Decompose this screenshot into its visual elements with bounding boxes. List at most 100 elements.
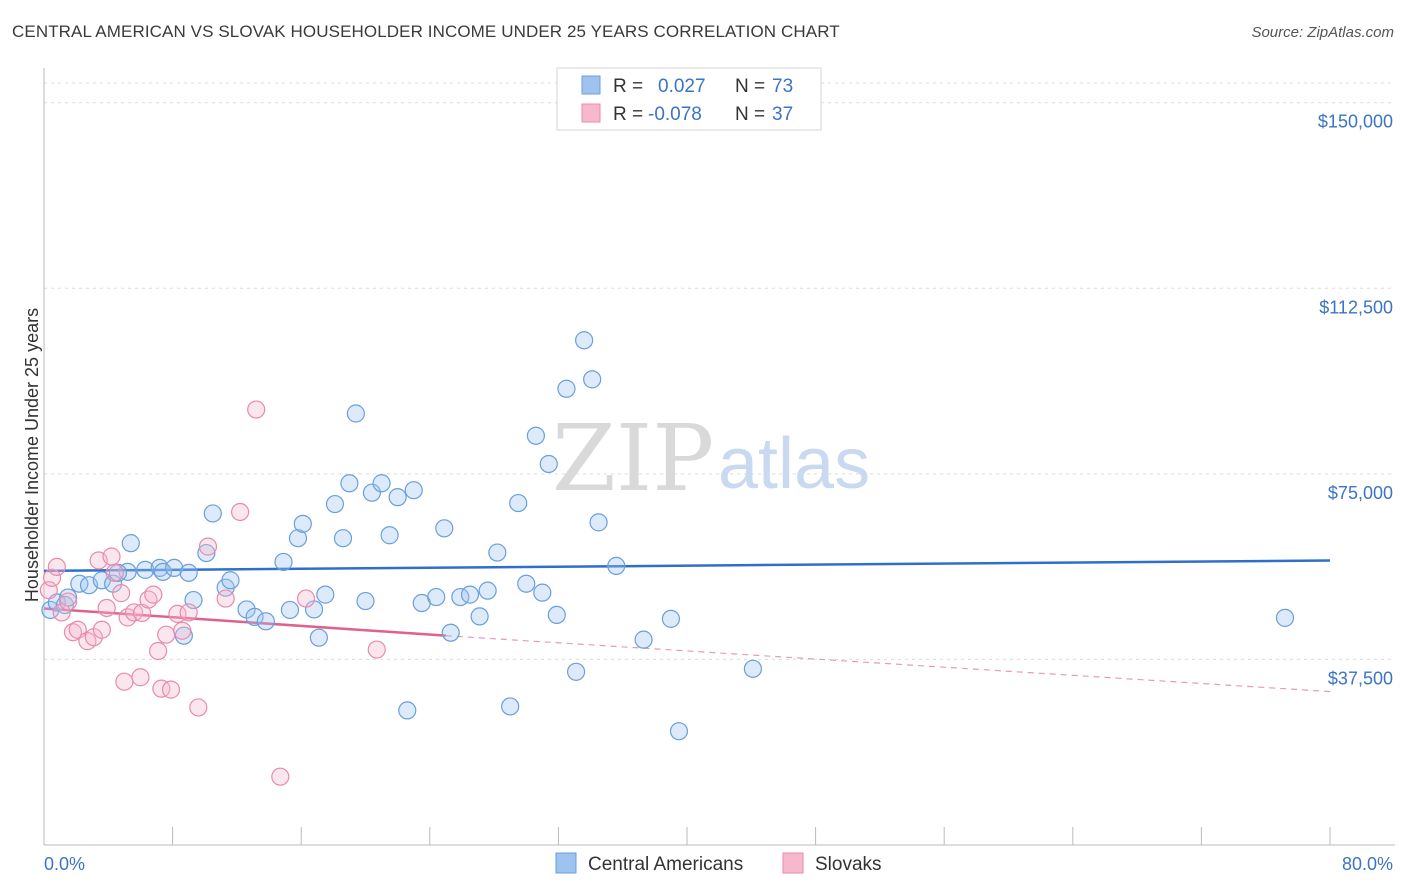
point-central-americans-66 (661, 609, 681, 628)
bottom-legend-swatch-slovaks (782, 852, 804, 874)
point-central-americans-58 (547, 605, 566, 625)
point-slovaks-10 (92, 620, 111, 639)
point-central-americans-65 (634, 630, 653, 649)
point-central-americans-18 (197, 543, 216, 563)
trend-line-slovaks-extension (445, 635, 1331, 693)
point-central-americans-32 (325, 494, 345, 514)
point-central-americans-41 (398, 701, 417, 720)
trend-line-slovaks (43, 607, 446, 637)
x-tick-label-end: 80.0% (1342, 854, 1393, 874)
point-central-americans-62 (583, 370, 602, 389)
trend-line-central-americans (43, 559, 1331, 573)
legend-swatch-central-americans (581, 75, 601, 95)
point-slovaks-13 (105, 563, 124, 582)
point-central-americans-0 (41, 600, 60, 620)
point-central-americans-68 (743, 659, 763, 678)
legend-swatch-slovaks (581, 103, 601, 123)
data-points (39, 331, 1295, 786)
point-central-americans-69 (1275, 608, 1295, 627)
point-central-americans-55 (526, 426, 545, 445)
point-central-americans-48 (460, 585, 480, 604)
watermark-atlas: atlas (718, 424, 870, 504)
x-tick-label-start: 0.0% (44, 854, 85, 874)
point-slovaks-15 (115, 672, 134, 691)
point-central-americans-23 (245, 607, 264, 626)
point-central-americans-52 (501, 697, 520, 716)
point-central-americans-59 (557, 379, 576, 398)
point-slovaks-25 (161, 680, 181, 699)
series-legend: Central Americans Slovaks (555, 852, 882, 875)
point-central-americans-49 (470, 607, 489, 626)
point-central-americans-21 (221, 571, 240, 590)
point-central-americans-46 (441, 623, 460, 642)
point-central-americans-45 (435, 519, 454, 538)
y-tick-label-2: $112,500 (1319, 297, 1393, 317)
point-slovaks-34 (271, 767, 290, 786)
point-central-americans-38 (372, 474, 391, 493)
point-slovaks-21 (144, 585, 163, 604)
legend-n-label: N = (735, 104, 765, 125)
point-slovaks-31 (216, 589, 235, 608)
point-central-americans-53 (509, 493, 528, 513)
point-central-americans-42 (404, 481, 423, 500)
y-tick-label-0: $37,500 (1328, 668, 1393, 688)
watermark: ZIP atlas (552, 405, 870, 512)
legend-r-label: R = (613, 104, 643, 125)
point-slovaks-33 (247, 400, 266, 419)
point-slovaks-30 (198, 537, 218, 556)
point-central-americans-28 (293, 514, 312, 533)
point-slovaks-22 (149, 641, 168, 661)
point-slovaks-27 (173, 621, 192, 640)
point-central-americans-67 (669, 722, 689, 741)
legend-n-value-central-americans: 73 (772, 76, 793, 97)
chart-source: Source: ZipAtlas.com (1251, 24, 1394, 41)
point-central-americans-54 (517, 574, 536, 593)
point-central-americans-37 (362, 483, 382, 502)
point-slovaks-12 (102, 547, 121, 566)
bottom-legend-swatch-central-americans (555, 852, 577, 874)
point-central-americans-15 (179, 563, 198, 582)
point-central-americans-61 (575, 331, 594, 350)
point-central-americans-8 (118, 562, 137, 581)
legend-n-label: N = (735, 76, 765, 97)
bottom-legend-slovaks: Slovaks (815, 854, 882, 875)
x-tick-labels: 0.0% 80.0% (44, 854, 1393, 874)
point-slovaks-24 (157, 625, 176, 644)
point-central-americans-30 (309, 628, 328, 647)
point-central-americans-33 (333, 529, 353, 548)
point-central-americans-34 (340, 474, 359, 493)
legend-r-value-central-americans: 0.027 (658, 76, 706, 97)
point-central-americans-25 (274, 552, 293, 572)
legend-box (556, 67, 822, 131)
correlation-legend: R = 0.027 N = 73 R = -0.078 N = 37 (556, 67, 822, 131)
trend-lines (43, 559, 1331, 693)
point-central-americans-19 (203, 504, 222, 523)
point-slovaks-5 (63, 623, 83, 642)
bottom-legend-central-americans: Central Americans (588, 854, 743, 875)
grid-lines (44, 82, 1394, 660)
point-central-americans-26 (280, 600, 300, 620)
point-slovaks-32 (231, 502, 250, 522)
point-central-americans-10 (136, 560, 155, 579)
point-slovaks-36 (367, 640, 386, 659)
y-tick-labels: $37,500 $75,000 $112,500 $150,000 (1318, 112, 1393, 689)
point-central-americans-13 (153, 562, 173, 581)
point-central-americans-39 (380, 526, 399, 545)
point-slovaks-14 (112, 584, 131, 603)
point-slovaks-28 (179, 603, 198, 622)
point-central-americans-56 (533, 583, 552, 602)
point-central-americans-50 (478, 581, 497, 600)
point-slovaks-18 (131, 668, 150, 687)
point-central-americans-27 (288, 529, 308, 548)
y-tick-label-3: $150,000 (1318, 112, 1393, 132)
point-slovaks-2 (47, 557, 66, 577)
point-slovaks-4 (59, 592, 78, 611)
point-central-americans-31 (316, 585, 335, 604)
point-central-americans-4 (70, 574, 89, 593)
point-central-americans-51 (488, 543, 507, 562)
point-central-americans-44 (427, 587, 446, 607)
point-central-americans-60 (566, 662, 586, 681)
y-tick-label-1: $75,000 (1328, 483, 1393, 503)
point-slovaks-3 (52, 603, 71, 622)
